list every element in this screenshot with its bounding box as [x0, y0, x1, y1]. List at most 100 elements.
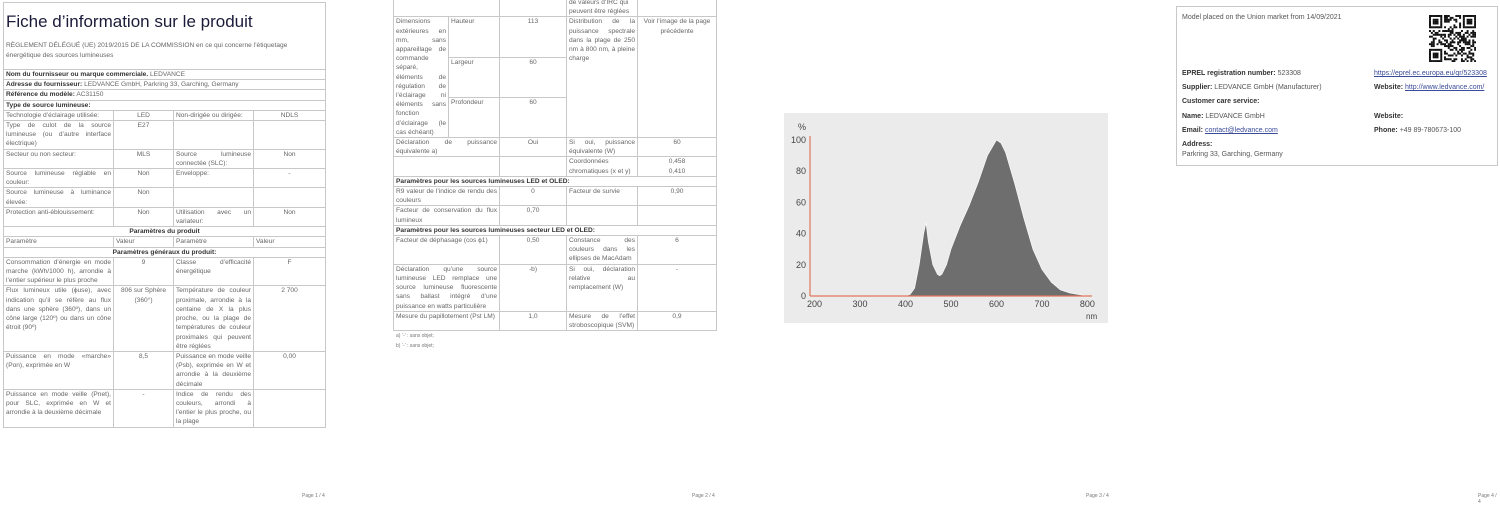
qr-module: [1429, 15, 1431, 17]
website-link[interactable]: http://www.ledvance.com/: [1405, 84, 1485, 91]
qr-module: [1460, 35, 1463, 38]
table-row: Puissance en mode veille (Pnet), pour SL…: [3, 388, 327, 428]
qr-module: [1472, 33, 1475, 36]
qr-module: [1470, 58, 1473, 61]
qr-module: [1462, 35, 1465, 38]
table-cell: 2 700: [252, 285, 327, 352]
qr-module: [1432, 20, 1435, 23]
qr-module: [1434, 22, 1437, 25]
qr-module: [1440, 41, 1443, 44]
care-address-label: Address:: [1182, 141, 1213, 148]
qr-module: [1432, 26, 1435, 29]
qr-module: [1430, 41, 1433, 44]
qr-module: [1447, 28, 1450, 31]
qr-module: [1444, 43, 1447, 46]
qr-module: [1429, 20, 1431, 23]
qr-module: [1462, 22, 1465, 25]
table-row: Paramètre Valeur Paramètre Valeur: [3, 236, 327, 248]
qr-module: [1459, 35, 1462, 38]
qr-module: [1440, 33, 1443, 36]
qr-module: [1436, 18, 1439, 21]
qr-module: [1462, 15, 1465, 17]
table-cell: 0,00: [252, 350, 327, 390]
table-cell: [637, 0, 717, 18]
table-cell: Puissance en mode veille (Psb), exprimée…: [173, 350, 254, 390]
qr-module: [1449, 26, 1452, 29]
table-row: Paramètres généraux du produit:: [2, 246, 327, 258]
spectrum-area: [905, 139, 1088, 297]
qr-module: [1459, 48, 1462, 51]
table-cell: Largeur: [448, 56, 500, 98]
qr-module: [1432, 56, 1435, 59]
qr-module: [1449, 37, 1452, 40]
qr-module: [1444, 26, 1447, 29]
table-row: Mesure du papillotement (Pst LM) 1,0 Mesur…: [393, 310, 717, 332]
regulation-subtitle: RÈGLEMENT DÉLÉGUÉ (UE) 2019/2015 DE LA C…: [6, 42, 288, 59]
table-cell: Secteur ou non secteur:: [3, 148, 114, 170]
qr-module: [1434, 48, 1437, 51]
qr-module: [1474, 15, 1476, 17]
qr-module: [1472, 45, 1475, 48]
table-row: Type de culot de la source lumineuse (ou…: [3, 120, 327, 150]
table-cell: 9: [113, 256, 174, 287]
table-cell: Non: [252, 148, 327, 170]
y-tick-label: 80: [796, 166, 806, 176]
qr-code-icon[interactable]: [1429, 15, 1476, 62]
table-cell: -b): [499, 263, 567, 312]
table-row: Flux lumineux utile (ϕuse), avec indicat…: [3, 285, 327, 352]
qr-module: [1464, 15, 1467, 17]
qr-module: [1447, 43, 1450, 46]
table-cell: Déclaration de puissance équivalente a): [393, 137, 500, 158]
info-label: Référence du modèle:: [6, 91, 75, 99]
qr-module: [1474, 41, 1476, 44]
qr-module: [1442, 37, 1445, 40]
qr-module: [1466, 41, 1469, 44]
table-cell: [173, 187, 254, 208]
table-cell: Facteur de conservation du flux lumineux: [393, 205, 500, 226]
qr-module: [1474, 20, 1476, 23]
qr-module: [1466, 15, 1469, 17]
qr-module: [1472, 43, 1475, 46]
qr-module: [1444, 58, 1447, 61]
qr-module: [1462, 24, 1465, 27]
qr-module: [1464, 52, 1467, 55]
page-title: Fiche d’information sur le produit: [6, 12, 253, 32]
table-cell: Oui: [499, 137, 567, 158]
qr-module: [1442, 33, 1445, 36]
qr-module: [1466, 31, 1469, 34]
qr-module: [1429, 52, 1431, 55]
table-row: Puissance en mode «marche» (Pon), exprim…: [3, 350, 327, 390]
qr-module: [1434, 20, 1437, 23]
table-cell: Dimensions extérieures en mm, sans appar…: [393, 16, 449, 139]
eprel-link[interactable]: https://eprel.ec.europa.eu/qr/523308: [1374, 70, 1487, 77]
table-cell: [393, 156, 500, 177]
email-link[interactable]: contact@ledvance.com: [1204, 127, 1278, 134]
qr-module: [1459, 39, 1462, 42]
qr-module: [1438, 41, 1441, 44]
qr-module: [1444, 52, 1447, 55]
qr-module: [1432, 45, 1435, 48]
qr-module: [1429, 24, 1431, 27]
page-number: Page 1 / 4: [302, 493, 325, 499]
qr-module: [1449, 45, 1452, 48]
qr-module: [1429, 22, 1431, 25]
qr-module: [1432, 48, 1435, 51]
qr-module: [1430, 48, 1433, 51]
table-row: Largeur 60: [394, 56, 717, 98]
qr-module: [1472, 31, 1475, 34]
qr-module: [1474, 22, 1476, 25]
qr-module: [1429, 60, 1431, 62]
x-tick-label: 700: [1034, 299, 1049, 309]
qr-module: [1459, 15, 1462, 17]
qr-module: [1432, 41, 1435, 44]
qr-module: [1453, 52, 1456, 55]
qr-module: [1457, 33, 1460, 36]
qr-module: [1432, 30, 1435, 33]
table-cell: 0,70: [499, 205, 567, 226]
qr-module: [1468, 20, 1471, 23]
info-label: Nom du fournisseur ou marque commerciale…: [6, 71, 149, 79]
qr-module: [1434, 54, 1437, 57]
table-cell: [252, 388, 327, 428]
page-number: Page 4 / 4: [1478, 493, 1497, 505]
qr-module: [1429, 54, 1431, 57]
